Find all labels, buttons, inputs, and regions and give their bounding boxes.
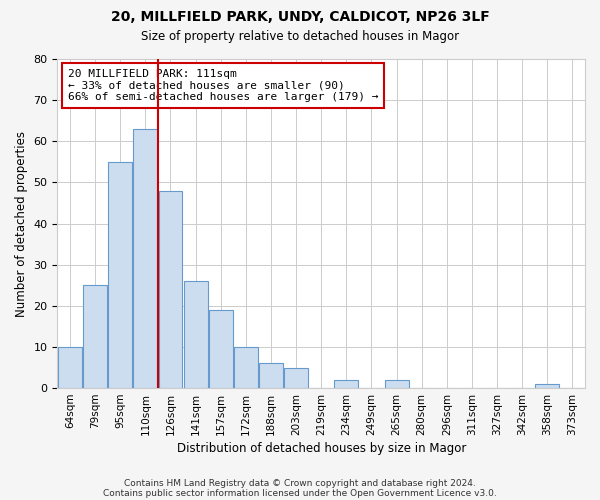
Text: Contains public sector information licensed under the Open Government Licence v3: Contains public sector information licen… [103, 488, 497, 498]
Bar [184, 281, 208, 388]
Bar [158, 190, 182, 388]
Bar [259, 364, 283, 388]
Text: 20, MILLFIELD PARK, UNDY, CALDICOT, NP26 3LF: 20, MILLFIELD PARK, UNDY, CALDICOT, NP26… [110, 10, 490, 24]
Bar [535, 384, 559, 388]
Bar [284, 368, 308, 388]
Bar [385, 380, 409, 388]
Bar [133, 129, 157, 388]
Text: Size of property relative to detached houses in Magor: Size of property relative to detached ho… [141, 30, 459, 43]
Bar [58, 347, 82, 388]
Text: Contains HM Land Registry data © Crown copyright and database right 2024.: Contains HM Land Registry data © Crown c… [124, 478, 476, 488]
Text: 20 MILLFIELD PARK: 111sqm
← 33% of detached houses are smaller (90)
66% of semi-: 20 MILLFIELD PARK: 111sqm ← 33% of detac… [68, 69, 379, 102]
Bar [334, 380, 358, 388]
X-axis label: Distribution of detached houses by size in Magor: Distribution of detached houses by size … [176, 442, 466, 455]
Bar [234, 347, 258, 388]
Bar [209, 310, 233, 388]
Y-axis label: Number of detached properties: Number of detached properties [15, 130, 28, 316]
Bar [83, 285, 107, 388]
Bar [108, 162, 132, 388]
